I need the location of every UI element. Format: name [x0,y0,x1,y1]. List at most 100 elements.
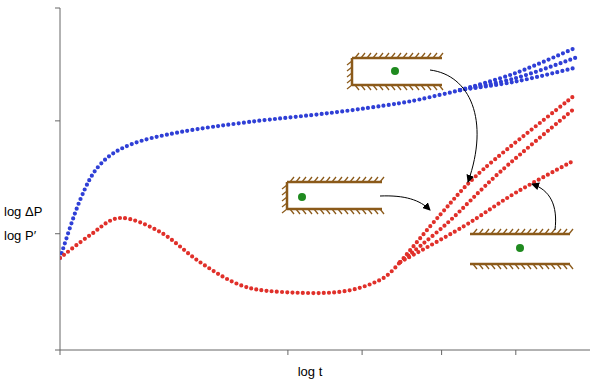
hatch [433,85,437,90]
hatch [380,177,384,182]
hatch [421,53,425,58]
hatch [551,264,555,269]
hatch [332,177,336,182]
hatch [491,229,495,234]
hatch [485,264,489,269]
hatch [373,53,377,58]
hatch [433,53,437,58]
hatch [368,177,372,182]
y-tick [55,233,60,234]
hatch [368,209,372,214]
hatch [521,264,525,269]
hatch [374,209,378,214]
hatch [391,53,395,58]
hatch [362,177,366,182]
reservoir-diagram [470,229,573,269]
hatch [347,85,352,89]
hatch [355,85,359,90]
well [391,67,399,75]
hatch [427,85,431,90]
x-tick [515,350,516,355]
hatch [350,209,354,214]
hatch [397,53,401,58]
wall [287,181,382,184]
arrow [380,196,430,210]
hatch [533,264,537,269]
hatch [569,229,573,234]
hatch [282,203,287,207]
hatch [521,229,525,234]
hatch [356,209,360,214]
hatch [290,209,294,214]
hatch [509,229,513,234]
hatch [439,53,443,58]
x-axis-label: log t [298,364,323,379]
series-line [460,68,575,90]
hatch [320,209,324,214]
hatch [367,85,371,90]
hatch [391,85,395,90]
series-line [60,218,400,293]
hatch [282,209,287,213]
wall [287,208,382,211]
hatch [497,229,501,234]
hatch [557,229,561,234]
series-line [400,160,575,262]
hatch [355,53,359,58]
hatch [326,177,330,182]
hatch [361,85,365,90]
hatch [338,177,342,182]
series-line [460,48,575,90]
hatch [545,264,549,269]
hatch [497,264,501,269]
hatch [314,177,318,182]
hatch [539,229,543,234]
x-axis [60,350,590,351]
x-tick [287,350,288,355]
y-axis-label: log P′ [4,228,37,243]
hatch [403,53,407,58]
hatch [485,229,489,234]
x-tick [60,350,61,355]
series-line [60,90,460,258]
hatch [380,209,384,214]
hatch [539,264,543,269]
well [298,193,306,201]
arrow [532,184,556,230]
hatch [415,53,419,58]
hatch [282,185,287,189]
x-tick [441,350,442,355]
arrow [430,70,477,182]
hatch [439,85,443,90]
hatch [282,191,287,195]
hatch [326,209,330,214]
hatch [397,85,401,90]
hatch [491,264,495,269]
reservoir-diagram [347,53,443,90]
hatch [503,229,507,234]
hatch [515,229,519,234]
hatch [379,53,383,58]
hatch [347,79,352,83]
hatch [509,264,513,269]
hatch [356,177,360,182]
plot-area [60,48,575,293]
hatch [473,229,477,234]
hatch [473,264,477,269]
reservoir-diagram [282,177,384,214]
hatch [527,264,531,269]
hatch [409,53,413,58]
hatch [290,177,294,182]
chart: log t log ΔP log P′ [0,0,608,385]
hatch [302,209,306,214]
hatch [515,264,519,269]
hatch [344,177,348,182]
hatch [385,53,389,58]
hatch [479,229,483,234]
hatch [362,209,366,214]
hatch [563,264,567,269]
hatch [563,229,567,234]
hatch [373,85,377,90]
hatch [403,85,407,90]
y-axis-label: log ΔP [4,204,42,219]
